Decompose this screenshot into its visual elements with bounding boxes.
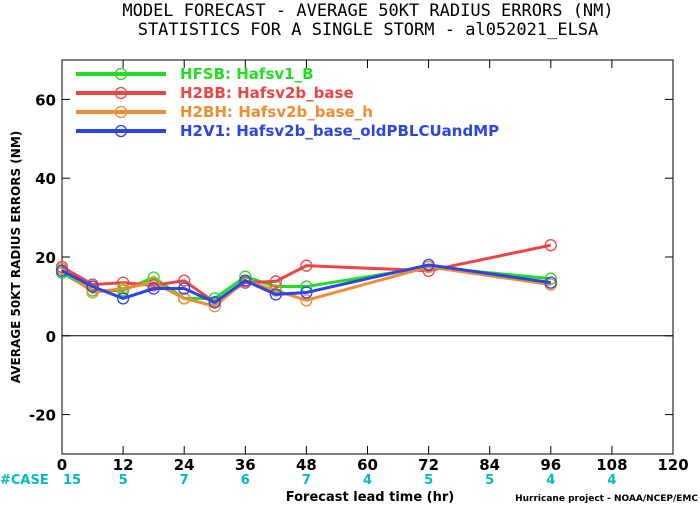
data-point (55, 264, 69, 277)
x-axis-label: Forecast lead time (hr) (286, 490, 454, 505)
x-tick-label: 96 (540, 456, 561, 474)
y-tick-label: -20 (29, 407, 56, 425)
x-axis: 0 12 24 36 48 60 72 84 96 108 120 (57, 60, 689, 474)
chart-subtitle: STATISTICS FOR A SINGLE STORM - al052021… (138, 20, 599, 40)
y-tick-label: 40 (35, 170, 56, 188)
x-tick-label: 36 (235, 456, 256, 474)
x-tick-label: 60 (357, 456, 378, 474)
data-point (208, 296, 221, 309)
x-tick-label: 0 (57, 456, 67, 474)
case-count: 7 (180, 473, 189, 488)
data-point (300, 259, 313, 272)
legend-label: H2BH: Hafsv2b_base_h (180, 103, 373, 121)
case-count: 6 (241, 473, 250, 488)
data-point (300, 294, 313, 307)
data-point (178, 274, 191, 287)
x-tick-label: 24 (174, 456, 195, 474)
legend-marker (114, 105, 128, 119)
series-line (61, 263, 552, 305)
data-point (544, 276, 557, 289)
data-point (544, 239, 557, 252)
series-line (61, 265, 552, 308)
x-tick-label: 72 (418, 456, 439, 474)
data-point (300, 286, 313, 299)
data-point (269, 288, 283, 301)
case-count: 5 (485, 473, 494, 488)
chart-title: MODEL FORECAST - AVERAGE 50KT RADIUS ERR… (122, 1, 613, 21)
case-count: 4 (546, 473, 555, 488)
y-axis: -20 0 20 40 60 (29, 91, 673, 425)
series-group (55, 239, 557, 313)
y-axis-label: AVERAGE 50KT RADIUS ERRORS (NM) (9, 131, 23, 383)
legend-label: HFSB: Hafsv1_B (180, 65, 314, 83)
data-point (116, 282, 130, 295)
case-count: 4 (363, 473, 372, 488)
x-tick-label: 108 (596, 456, 627, 474)
legend-label: H2V1: Hafsv2b_base_oldPBLCUandMP (180, 122, 499, 140)
case-count: 4 (607, 473, 616, 488)
case-label: #CASE (0, 473, 49, 488)
x-tick-label: 48 (296, 456, 317, 474)
case-count: 15 (63, 473, 81, 488)
credit-text: Hurricane project - NOAA/NCEP/EMC (515, 494, 698, 504)
data-point (422, 258, 435, 272)
data-point (147, 282, 160, 295)
legend-marker (114, 124, 128, 138)
x-tick-label: 12 (113, 456, 134, 474)
legend-marker (114, 86, 128, 100)
data-point (116, 292, 130, 305)
data-point (86, 280, 99, 293)
data-point (178, 292, 191, 305)
case-counts: 15 5 7 6 7 4 5 5 4 4 (63, 473, 616, 488)
y-tick-label: 60 (35, 91, 56, 109)
data-point (269, 275, 283, 288)
x-tick-label: 120 (657, 456, 688, 474)
series-3 (55, 258, 557, 309)
legend-label: H2BB: Hafsv2b_base (180, 84, 354, 102)
data-point (178, 282, 191, 295)
case-count: 7 (302, 473, 311, 488)
legend-marker (114, 67, 128, 81)
y-tick-label: 20 (35, 249, 56, 267)
case-count: 5 (424, 473, 433, 488)
case-count: 5 (119, 473, 128, 488)
data-point (239, 274, 252, 287)
x-tick-label: 84 (479, 456, 500, 474)
y-tick-label: 0 (46, 328, 56, 346)
